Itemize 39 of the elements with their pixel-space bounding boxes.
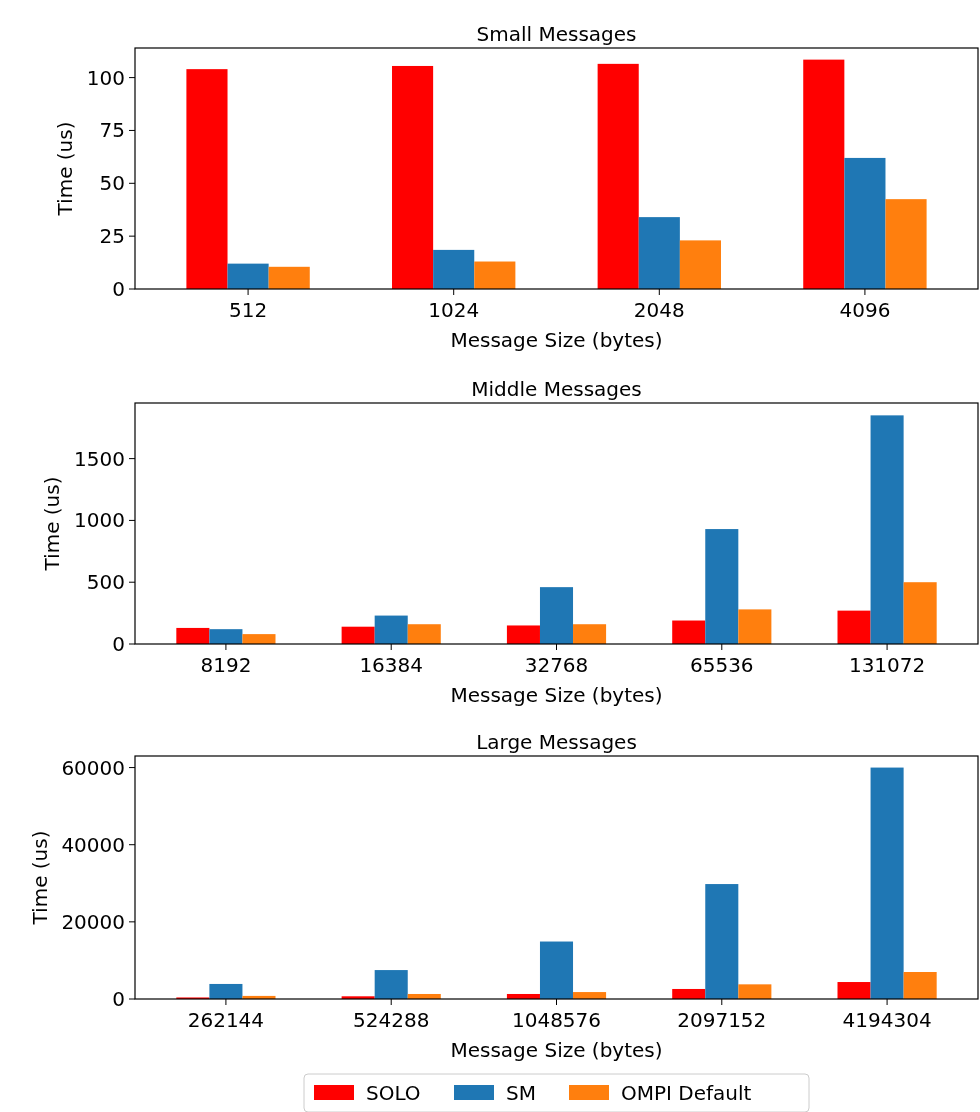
y-tick-label: 75 xyxy=(99,118,125,143)
y-tick-label: 25 xyxy=(99,224,125,249)
y-axis-title: Time (us) xyxy=(27,830,52,926)
y-tick-label: 40000 xyxy=(61,832,125,857)
x-axis-title: Message Size (bytes) xyxy=(450,683,663,707)
y-tick-label: 60000 xyxy=(61,755,125,780)
chart-title: Large Messages xyxy=(476,730,637,754)
y-tick-label: 0 xyxy=(112,632,125,656)
x-tick-label: 8192 xyxy=(200,653,252,677)
y-tick-label: 50 xyxy=(99,171,125,196)
x-tick-label: 65536 xyxy=(689,653,754,677)
x-tick-label: 1048576 xyxy=(511,1008,602,1032)
legend-label: OMPI Default xyxy=(621,1081,752,1105)
y-tick-label: 1000 xyxy=(74,508,125,533)
y-tick-label: 0 xyxy=(112,277,125,301)
x-tick-label: 2097152 xyxy=(677,1008,767,1032)
y-tick-label: 500 xyxy=(86,570,125,595)
y-tick-label: 20000 xyxy=(61,909,125,934)
y-axis-title: Time (us) xyxy=(40,476,64,572)
y-tick-label: 0 xyxy=(112,987,125,1011)
x-tick-label: 16384 xyxy=(359,653,424,677)
chart-title: Middle Messages xyxy=(471,377,642,401)
y-tick-label: 100 xyxy=(86,65,125,90)
x-tick-label: 131072 xyxy=(848,653,926,677)
x-tick-label: 4096 xyxy=(839,298,891,322)
y-tick-label: 1500 xyxy=(74,446,125,471)
legend-label: SOLO xyxy=(366,1081,421,1105)
x-tick-label: 2048 xyxy=(633,298,685,322)
x-tick-label: 512 xyxy=(228,298,268,322)
legend-label: SM xyxy=(506,1081,536,1105)
x-tick-label: 4194304 xyxy=(842,1008,932,1032)
x-tick-label: 524288 xyxy=(353,1008,430,1032)
x-axis-title: Message Size (bytes) xyxy=(450,1038,663,1062)
x-axis-title: Message Size (bytes) xyxy=(450,328,663,352)
x-tick-label: 262144 xyxy=(187,1008,265,1032)
chart-title: Small Messages xyxy=(476,22,637,46)
x-tick-label: 32768 xyxy=(524,653,589,677)
y-axis-title: Time (us) xyxy=(52,121,77,217)
x-tick-label: 1024 xyxy=(428,298,480,322)
